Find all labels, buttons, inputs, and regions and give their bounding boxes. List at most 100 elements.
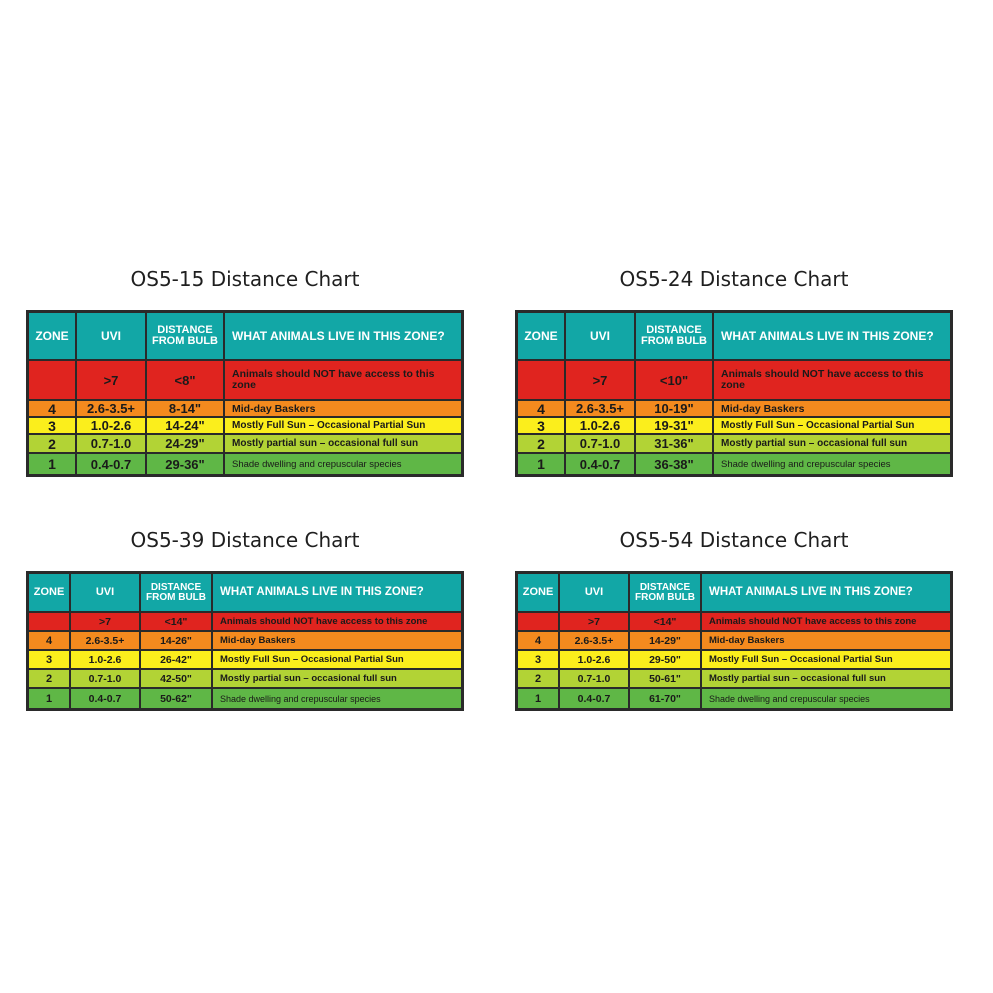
col-header-distance: DISTANCE FROM BULB [630, 574, 702, 613]
table-row-zone-4: 4 2.6-3.5+ 10-19" Mid-day Baskers [518, 401, 950, 418]
distance-cell: 29-36" [147, 454, 225, 474]
distance-cell: 29-50" [630, 651, 702, 670]
uvi-cell: >7 [566, 361, 636, 401]
col-header-distance: DISTANCE FROM BULB [147, 313, 225, 361]
description-text: Animals should NOT have access to this z… [721, 367, 924, 391]
distance-table: ZONE UVI DISTANCE FROM BULB WHAT ANIMALS… [26, 310, 464, 477]
description-cell: Mostly Full Sun – Occasional Partial Sun [225, 418, 461, 435]
distance-table: ZONE UVI DISTANCE FROM BULB WHAT ANIMALS… [515, 310, 953, 477]
uvi-cell: 2.6-3.5+ [566, 401, 636, 418]
table-row-zone-1: 1 0.4-0.7 36-38" Shade dwelling and crep… [518, 454, 950, 474]
uvi-cell: >7 [560, 613, 630, 632]
distance-cell: 26-42" [141, 651, 213, 670]
uvi-cell: 2.6-3.5+ [560, 632, 630, 651]
description-text: Animals should NOT have access to this z… [232, 367, 435, 391]
col-header-animals: WHAT ANIMALS LIVE IN THIS ZONE? [213, 574, 461, 613]
description-cell: Mostly partial sun – occasional full sun [702, 670, 950, 689]
description-cell: Mid-day Baskers [702, 632, 950, 651]
uvi-cell: >7 [77, 361, 147, 401]
description-cell: Mostly Full Sun – Occasional Partial Sun [714, 418, 950, 435]
col-header-animals: WHAT ANIMALS LIVE IN THIS ZONE? [714, 313, 950, 361]
description-cell: Animals should NOT have access to this z… [702, 613, 950, 632]
table-row-zone-4: 4 2.6-3.5+ 14-26" Mid-day Baskers [29, 632, 461, 651]
zone-cell [29, 361, 77, 401]
table-row-zone-3: 3 1.0-2.6 14-24" Mostly Full Sun – Occas… [29, 418, 461, 435]
uvi-cell: 1.0-2.6 [566, 418, 636, 435]
description-cell: Mostly partial sun – occasional full sun [714, 435, 950, 454]
distance-chart-panel-os5-39: OS5-39 Distance Chart ZONE UVI DISTANCE … [26, 523, 464, 713]
distance-cell: 61-70" [630, 689, 702, 708]
zone-cell: 2 [518, 435, 566, 454]
zone-cell: 3 [29, 418, 77, 435]
description-cell: Mid-day Baskers [213, 632, 461, 651]
uvi-cell: 2.6-3.5+ [71, 632, 141, 651]
col-header-zone: ZONE [518, 574, 560, 613]
col-header-distance-line2: FROM BULB [146, 591, 206, 603]
col-header-distance-line2: FROM BULB [641, 335, 707, 347]
uvi-cell: 0.4-0.7 [77, 454, 147, 474]
col-header-distance-line1: DISTANCE [646, 324, 702, 336]
col-header-uvi: UVI [560, 574, 630, 613]
col-header-animals: WHAT ANIMALS LIVE IN THIS ZONE? [225, 313, 461, 361]
table-row-zone-4: 4 2.6-3.5+ 14-29" Mid-day Baskers [518, 632, 950, 651]
table-row-zone-4: 4 2.6-3.5+ 8-14" Mid-day Baskers [29, 401, 461, 418]
table-row-zone-3: 3 1.0-2.6 29-50" Mostly Full Sun – Occas… [518, 651, 950, 670]
col-header-uvi: UVI [77, 313, 147, 361]
description-cell: Animals should NOT have access to this z… [213, 613, 461, 632]
table-row-zone-2: 2 0.7-1.0 50-61" Mostly partial sun – oc… [518, 670, 950, 689]
description-cell: Shade dwelling and crepuscular species [721, 458, 891, 470]
uvi-cell: 1.0-2.6 [77, 418, 147, 435]
zone-cell: 2 [29, 670, 71, 689]
table-header-row: ZONE UVI DISTANCE FROM BULB WHAT ANIMALS… [29, 574, 461, 613]
distance-cell: 8-14" [147, 401, 225, 418]
chart-title: OS5-54 Distance Chart [619, 528, 849, 552]
description-cell: Mostly Full Sun – Occasional Partial Sun [702, 651, 950, 670]
table-row-zone-1: 1 0.4-0.7 50-62" Shade dwelling and crep… [29, 689, 461, 708]
distance-cell: 36-38" [636, 454, 714, 474]
distance-cell: 42-50" [141, 670, 213, 689]
zone-cell: 2 [29, 435, 77, 454]
distance-cell: 10-19" [636, 401, 714, 418]
col-header-animals: WHAT ANIMALS LIVE IN THIS ZONE? [702, 574, 950, 613]
col-header-distance: DISTANCE FROM BULB [636, 313, 714, 361]
col-header-zone: ZONE [29, 574, 71, 613]
table-row-zone-2: 2 0.7-1.0 42-50" Mostly partial sun – oc… [29, 670, 461, 689]
uvi-cell: 0.4-0.7 [566, 454, 636, 474]
zone-cell: 3 [518, 418, 566, 435]
zone-cell: 3 [29, 651, 71, 670]
description-cell: Shade dwelling and crepuscular species [220, 693, 381, 704]
distance-chart-panel-os5-15: OS5-15 Distance Chart ZONE UVI DISTANCE … [26, 262, 464, 480]
zone-cell [29, 613, 71, 632]
description-cell: Mostly Full Sun – Occasional Partial Sun [213, 651, 461, 670]
table-row-no-access: >7 <8" Animals should NOT have access to… [29, 361, 461, 401]
distance-cell: 14-29" [630, 632, 702, 651]
table-row-no-access: >7 <10" Animals should NOT have access t… [518, 361, 950, 401]
col-header-distance-line1: DISTANCE [150, 581, 202, 593]
distance-cell: <8" [147, 361, 225, 401]
uvi-cell: 1.0-2.6 [71, 651, 141, 670]
col-header-distance-line1: DISTANCE [639, 581, 691, 593]
description-cell: Shade dwelling and crepuscular species [232, 458, 402, 470]
table-header-row: ZONE UVI DISTANCE FROM BULB WHAT ANIMALS… [29, 313, 461, 361]
zone-cell: 4 [518, 632, 560, 651]
zone-cell: 2 [518, 670, 560, 689]
distance-table: ZONE UVI DISTANCE FROM BULB WHAT ANIMALS… [515, 571, 953, 711]
distance-cell: 50-61" [630, 670, 702, 689]
zone-cell [518, 361, 566, 401]
table-row-zone-3: 3 1.0-2.6 26-42" Mostly Full Sun – Occas… [29, 651, 461, 670]
distance-cell: <14" [141, 613, 213, 632]
description-cell: Mid-day Baskers [714, 401, 950, 418]
table-row-no-access: >7 <14" Animals should NOT have access t… [518, 613, 950, 632]
col-header-distance-line2: FROM BULB [152, 335, 218, 347]
uvi-cell: >7 [71, 613, 141, 632]
table-row-zone-2: 2 0.7-1.0 24-29" Mostly partial sun – oc… [29, 435, 461, 454]
uvi-cell: 0.7-1.0 [71, 670, 141, 689]
distance-cell: 14-24" [147, 418, 225, 435]
zone-cell [518, 613, 560, 632]
distance-cell: 19-31" [636, 418, 714, 435]
distance-cell: <14" [630, 613, 702, 632]
table-row-zone-2: 2 0.7-1.0 31-36" Mostly partial sun – oc… [518, 435, 950, 454]
zone-cell: 1 [29, 689, 71, 708]
table-row-zone-1: 1 0.4-0.7 29-36" Shade dwelling and crep… [29, 454, 461, 474]
table-header-row: ZONE UVI DISTANCE FROM BULB WHAT ANIMALS… [518, 574, 950, 613]
